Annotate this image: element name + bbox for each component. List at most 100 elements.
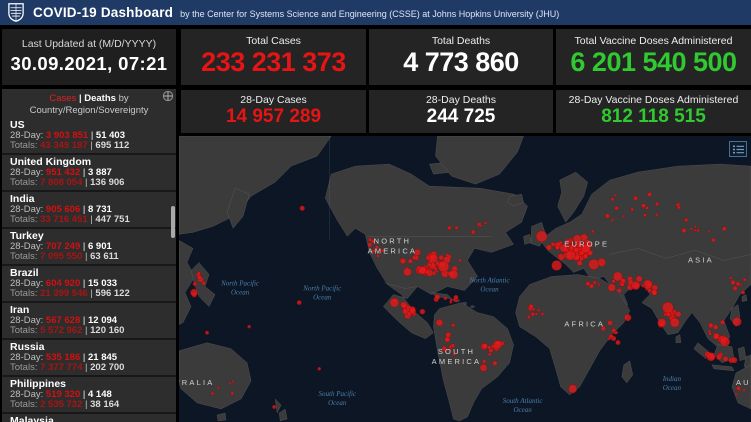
day28-deaths-value: 244 725 [426, 106, 496, 127]
case-dot [735, 281, 741, 287]
case-dot [645, 206, 649, 210]
legend-button[interactable] [729, 141, 747, 157]
country-row[interactable]: United Kingdom 28-Day: 951 432 | 3 887 T… [2, 153, 176, 190]
case-dot [412, 255, 417, 260]
case-dot [434, 294, 441, 300]
case-dot [607, 320, 613, 326]
country-name: Philippines [10, 378, 67, 390]
case-dot [376, 254, 380, 258]
case-dot [616, 288, 622, 294]
case-dot [713, 324, 719, 330]
case-dot [565, 250, 576, 261]
case-dot [708, 332, 712, 336]
case-dot [607, 283, 616, 292]
case-dot [216, 386, 220, 389]
case-dot [545, 244, 552, 251]
case-dot [479, 363, 488, 372]
continent-label: NORTH [374, 236, 412, 245]
continent-label: EUROPE [564, 239, 609, 248]
ocean-label: Ocean [328, 399, 347, 407]
case-dot [526, 315, 531, 319]
case-dot [633, 196, 638, 201]
country-row[interactable]: Russia 28-Day: 535 186 | 21 845 Totals: … [2, 338, 176, 375]
scrollbar-thumb[interactable] [171, 206, 175, 238]
cases-toggle[interactable]: Cases [49, 93, 77, 104]
case-dot [317, 367, 322, 371]
case-dot [736, 386, 741, 391]
case-dot [689, 227, 693, 231]
total-cases-panel: Total Cases 233 231 373 [181, 29, 366, 85]
case-dot [193, 282, 197, 286]
case-dot [568, 384, 578, 394]
case-dot [711, 237, 716, 243]
case-dot [443, 296, 448, 301]
case-dot [458, 258, 462, 263]
case-dot [409, 307, 416, 315]
country-row[interactable]: Philippines 28-Day: 519 320 | 4 148 Tota… [2, 375, 176, 412]
country-totals-line: Totals: 21 399 546 | 596 122 [10, 288, 130, 299]
case-dot [197, 271, 201, 276]
country-totals-line: Totals: 7 808 054 | 136 906 [10, 177, 125, 188]
country-name: Iran [10, 304, 30, 316]
case-dot [620, 282, 625, 287]
case-dot [487, 352, 492, 357]
map-canvas[interactable]: NORTHAMERICAEUROPEASIAAFRICASOUTHAMERICA… [179, 136, 751, 422]
case-dot [647, 192, 653, 197]
country-row[interactable]: US 28-Day: 3 903 851 | 51 403 Totals: 43… [2, 118, 176, 153]
country-28day-line: 28-Day: 604 920 | 15 033 [10, 278, 118, 289]
country-28day-line: 28-Day: 567 628 | 12 094 [10, 315, 118, 326]
continent-label: AFRICA [564, 320, 605, 329]
country-totals-line: Totals: 2 535 732 | 38 164 [10, 399, 120, 410]
case-dot [231, 380, 234, 383]
case-dot [600, 326, 606, 332]
country-totals-line: Totals: 33 716 451 | 447 751 [10, 214, 130, 225]
case-dot [655, 213, 659, 217]
case-dots [190, 192, 747, 409]
case-dot [592, 280, 597, 285]
country-list[interactable]: US 28-Day: 3 903 851 | 51 403 Totals: 43… [2, 118, 176, 422]
country-row[interactable]: India 28-Day: 905 606 | 8 731 Totals: 33… [2, 190, 176, 227]
case-dot [713, 332, 720, 340]
case-dot [493, 340, 502, 350]
case-dot [448, 345, 453, 349]
country-row[interactable]: Brazil 28-Day: 604 920 | 15 033 Totals: … [2, 264, 176, 301]
case-dot [585, 281, 591, 286]
country-name: US [10, 119, 25, 131]
case-dot [479, 224, 483, 227]
ocean-label: Ocean [231, 289, 250, 297]
case-dot [201, 281, 206, 286]
day28-vaccines-label: 28-Day Vaccine Doses Administered [568, 94, 739, 106]
case-dot [611, 328, 616, 333]
world-map[interactable]: NORTH AMERICA EUROPE ASIA AFRICA SOUTH AMERICA… [179, 136, 751, 422]
case-dot [662, 301, 674, 314]
ocean-label: South Pacific [319, 390, 357, 398]
country-totals-line: Totals: 7 377 774 | 202 700 [10, 362, 125, 373]
country-list-panel: Cases | Deaths by Country/Region/Soverei… [2, 89, 176, 422]
case-dot [540, 312, 545, 316]
case-dot [228, 382, 232, 385]
country-row[interactable]: Malaysia 28-Day: | Totals: | [2, 412, 176, 422]
day28-deaths-label: 28-Day Deaths [425, 94, 497, 106]
case-dot [615, 340, 621, 346]
country-row[interactable]: Turkey 28-Day: 707 249 | 6 901 Totals: 7… [2, 227, 176, 264]
case-dot [528, 303, 534, 309]
deaths-toggle[interactable]: Deaths [84, 93, 116, 104]
country-totals-line: Totals: 43 349 187 | 695 112 [10, 140, 130, 151]
case-dot [622, 214, 626, 218]
total-vaccines-panel: Total Vaccine Doses Administered 6 201 5… [556, 29, 751, 85]
case-dot [614, 194, 617, 197]
case-dot [573, 246, 580, 253]
country-row[interactable]: Iran 28-Day: 567 628 | 12 094 Totals: 5 … [2, 301, 176, 338]
case-dot [400, 301, 408, 309]
case-dot [729, 276, 733, 280]
case-dot [730, 280, 736, 285]
case-dot [580, 243, 591, 254]
continent-label: AMERICA [368, 246, 418, 255]
case-dot [371, 239, 376, 244]
day28-cases-panel: 28-Day Cases 14 957 289 [181, 90, 366, 133]
case-dot [742, 388, 746, 392]
panel-settings-icon[interactable] [162, 90, 174, 102]
case-dot [635, 275, 643, 283]
header-divider: | [78, 93, 82, 104]
case-dot [407, 258, 413, 264]
